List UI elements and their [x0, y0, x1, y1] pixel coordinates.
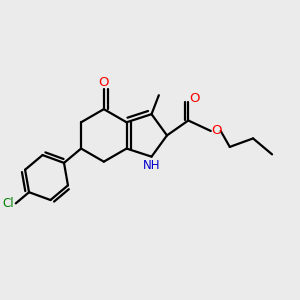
Text: O: O	[99, 76, 109, 89]
Text: Cl: Cl	[3, 197, 14, 210]
Text: O: O	[190, 92, 200, 105]
Text: O: O	[211, 124, 221, 137]
Text: NH: NH	[143, 160, 160, 172]
